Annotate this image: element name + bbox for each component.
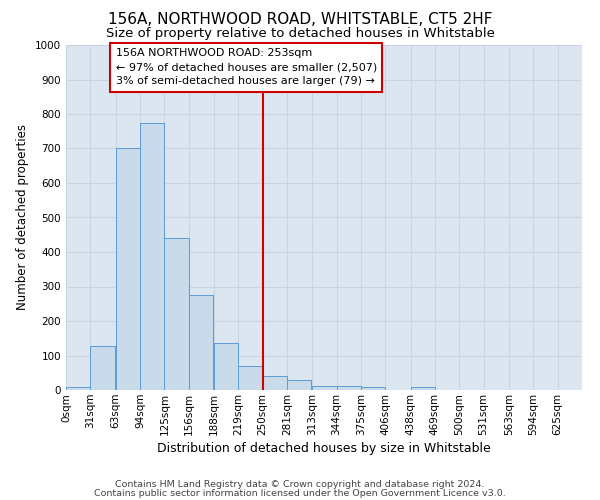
Bar — [263, 376, 287, 390]
Bar — [312, 386, 337, 390]
Y-axis label: Number of detached properties: Number of detached properties — [16, 124, 29, 310]
Text: Contains public sector information licensed under the Open Government Licence v3: Contains public sector information licen… — [94, 488, 506, 498]
Bar — [116, 148, 140, 390]
Bar — [189, 295, 213, 390]
Bar — [164, 238, 189, 390]
Bar — [287, 380, 311, 390]
Text: 156A NORTHWOOD ROAD: 253sqm
← 97% of detached houses are smaller (2,507)
3% of s: 156A NORTHWOOD ROAD: 253sqm ← 97% of det… — [116, 48, 377, 86]
Bar — [410, 386, 435, 390]
Text: Contains HM Land Registry data © Crown copyright and database right 2024.: Contains HM Land Registry data © Crown c… — [115, 480, 485, 489]
Bar — [337, 386, 361, 390]
Bar — [66, 387, 91, 390]
X-axis label: Distribution of detached houses by size in Whitstable: Distribution of detached houses by size … — [157, 442, 491, 455]
Bar — [361, 387, 385, 390]
Bar — [214, 344, 238, 390]
Bar — [140, 122, 164, 390]
Text: Size of property relative to detached houses in Whitstable: Size of property relative to detached ho… — [106, 28, 494, 40]
Bar — [238, 366, 263, 390]
Text: 156A, NORTHWOOD ROAD, WHITSTABLE, CT5 2HF: 156A, NORTHWOOD ROAD, WHITSTABLE, CT5 2H… — [108, 12, 492, 28]
Bar — [91, 346, 115, 390]
